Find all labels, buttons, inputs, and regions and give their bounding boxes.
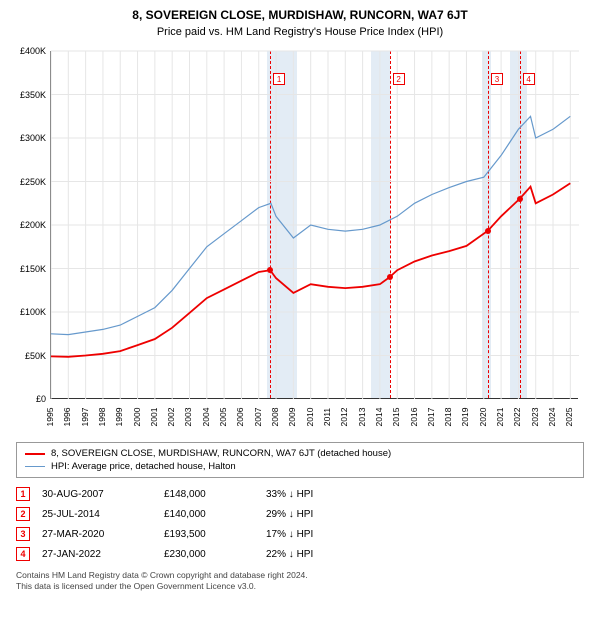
sale-date: 30-AUG-2007 [42, 489, 152, 500]
plot-region: 1 2 3 4 [50, 51, 578, 399]
legend-swatch [25, 466, 45, 467]
footer-line: Contains HM Land Registry data © Crown c… [16, 570, 584, 581]
x-axis-label: 2014 [374, 408, 384, 427]
sale-price: £230,000 [164, 549, 254, 560]
sale-number-badge: 4 [16, 547, 30, 561]
legend: 8, SOVEREIGN CLOSE, MURDISHAW, RUNCORN, … [16, 442, 584, 478]
x-axis-label: 1996 [62, 408, 72, 427]
y-axis-label: £250K [12, 177, 46, 187]
sale-hpi-diff: 17% ↓ HPI [266, 529, 313, 540]
sale-marker-label: 4 [523, 73, 535, 85]
sale-date: 27-MAR-2020 [42, 529, 152, 540]
x-axis-label: 2005 [218, 408, 228, 427]
legend-item: 8, SOVEREIGN CLOSE, MURDISHAW, RUNCORN, … [25, 447, 575, 460]
x-axis-label: 2025 [564, 408, 574, 427]
x-axis-label: 2020 [478, 408, 488, 427]
x-axis-label: 2016 [409, 408, 419, 427]
y-axis-label: £300K [12, 133, 46, 143]
sale-point-dot [267, 267, 273, 273]
sale-marker-label: 2 [393, 73, 405, 85]
x-axis-label: 2000 [132, 408, 142, 427]
sale-point-dot [387, 274, 393, 280]
x-axis-label: 1995 [45, 408, 55, 427]
y-axis-label: £400K [12, 46, 46, 56]
table-row: 2 25-JUL-2014 £140,000 29% ↓ HPI [16, 504, 584, 524]
x-axis-label: 2008 [270, 408, 280, 427]
x-axis-label: 2003 [183, 408, 193, 427]
x-axis-label: 2004 [201, 408, 211, 427]
sale-marker-label: 3 [491, 73, 503, 85]
x-axis-label: 1997 [80, 408, 90, 427]
x-axis-label: 2017 [426, 408, 436, 427]
sale-date: 27-JAN-2022 [42, 549, 152, 560]
table-row: 1 30-AUG-2007 £148,000 33% ↓ HPI [16, 484, 584, 504]
x-axis-label: 2001 [149, 408, 159, 427]
x-axis-label: 2024 [547, 408, 557, 427]
y-axis-label: £200K [12, 220, 46, 230]
x-axis-label: 2007 [253, 408, 263, 427]
y-axis-label: £150K [12, 264, 46, 274]
y-axis-label: £350K [12, 90, 46, 100]
sale-point-dot [517, 196, 523, 202]
x-axis-label: 2015 [391, 408, 401, 427]
sale-point-dot [485, 228, 491, 234]
table-row: 4 27-JAN-2022 £230,000 22% ↓ HPI [16, 544, 584, 564]
x-axis-label: 2018 [443, 408, 453, 427]
sale-number-badge: 2 [16, 507, 30, 521]
x-axis-label: 2010 [305, 408, 315, 427]
x-axis-label: 2013 [357, 408, 367, 427]
x-axis-label: 2021 [495, 408, 505, 427]
y-axis-label: £0 [12, 394, 46, 404]
sale-price: £193,500 [164, 529, 254, 540]
table-row: 3 27-MAR-2020 £193,500 17% ↓ HPI [16, 524, 584, 544]
sale-hpi-diff: 22% ↓ HPI [266, 549, 313, 560]
sale-price: £148,000 [164, 489, 254, 500]
x-axis-label: 1998 [97, 408, 107, 427]
x-axis-label: 2023 [530, 408, 540, 427]
sale-number-badge: 1 [16, 487, 30, 501]
sale-date: 25-JUL-2014 [42, 509, 152, 520]
x-axis-label: 2012 [339, 408, 349, 427]
y-axis-label: £50K [12, 351, 46, 361]
sale-hpi-diff: 29% ↓ HPI [266, 509, 313, 520]
chart-subtitle: Price paid vs. HM Land Registry's House … [12, 26, 588, 38]
x-axis-label: 1999 [114, 408, 124, 427]
legend-item: HPI: Average price, detached house, Halt… [25, 460, 575, 473]
sale-number-badge: 3 [16, 527, 30, 541]
sales-table: 1 30-AUG-2007 £148,000 33% ↓ HPI 2 25-JUL-201… [16, 484, 584, 564]
x-axis-label: 2006 [235, 408, 245, 427]
x-axis-label: 2019 [460, 408, 470, 427]
sale-marker-label: 1 [273, 73, 285, 85]
legend-label: HPI: Average price, detached house, Halt… [51, 461, 236, 472]
chart-title: 8, SOVEREIGN CLOSE, MURDISHAW, RUNCORN, … [12, 8, 588, 22]
legend-label: 8, SOVEREIGN CLOSE, MURDISHAW, RUNCORN, … [51, 448, 391, 459]
x-axis-label: 2022 [512, 408, 522, 427]
x-axis-label: 2009 [287, 408, 297, 427]
footer-attribution: Contains HM Land Registry data © Crown c… [16, 570, 584, 592]
x-axis-label: 2011 [322, 408, 332, 426]
y-axis-label: £100K [12, 307, 46, 317]
footer-line: This data is licensed under the Open Gov… [16, 581, 584, 592]
x-axis-label: 2002 [166, 408, 176, 427]
sale-hpi-diff: 33% ↓ HPI [266, 489, 313, 500]
chart-area: 1 2 3 4 £0 £50K £100K £150K £200K £250K £300K £350… [12, 46, 584, 436]
legend-swatch [25, 453, 45, 455]
sale-price: £140,000 [164, 509, 254, 520]
